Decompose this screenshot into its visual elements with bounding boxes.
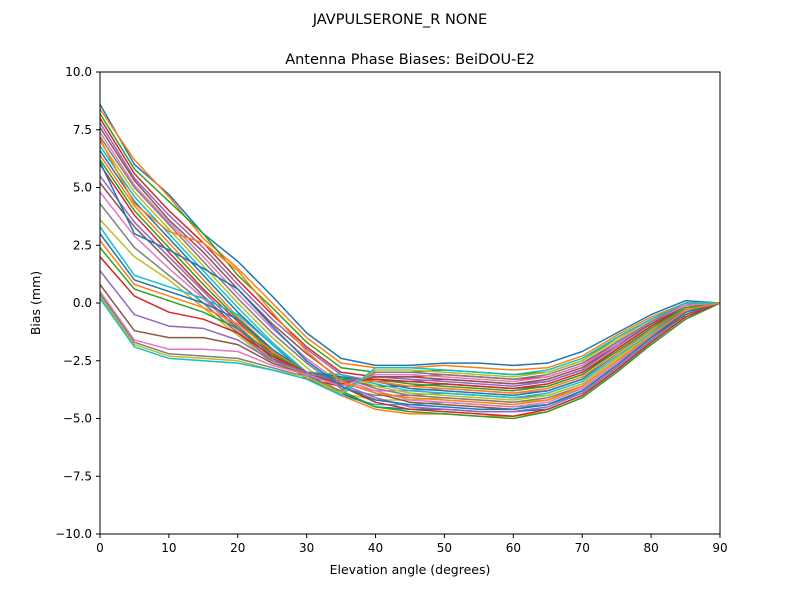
series-line: [100, 163, 720, 417]
series-line: [100, 293, 720, 392]
x-tick-label: 50: [437, 541, 452, 555]
series-line: [100, 138, 720, 406]
series-line: [100, 297, 720, 397]
series-line: [100, 290, 720, 387]
x-tick-label: 30: [299, 541, 314, 555]
y-tick-label: 2.5: [73, 238, 92, 252]
x-tick-label: 80: [643, 541, 658, 555]
x-tick-label: 40: [368, 541, 383, 555]
series-line: [100, 175, 720, 413]
y-tick-label: −10.0: [55, 527, 92, 541]
series-line: [100, 103, 720, 367]
y-tick-label: −7.5: [63, 469, 92, 483]
series-line: [100, 161, 720, 411]
y-tick-label: −5.0: [63, 412, 92, 426]
series-layer: [100, 103, 720, 420]
series-line: [100, 159, 720, 420]
y-tick-label: 10.0: [65, 65, 92, 79]
plot-frame: [99, 71, 721, 535]
y-tick-label: 5.0: [73, 181, 92, 195]
series-line: [100, 226, 720, 399]
x-tick-label: 10: [161, 541, 176, 555]
y-tick-label: 7.5: [73, 123, 92, 137]
y-tick-label: −2.5: [63, 354, 92, 368]
x-tick-label: 70: [575, 541, 590, 555]
y-tick-label: 0.0: [73, 296, 92, 310]
chart-title: Antenna Phase Biases: BeiDOU-E2: [285, 52, 535, 68]
x-tick-label: 90: [712, 541, 727, 555]
chart-suptitle: JAVPULSERONE_R NONE: [312, 12, 487, 28]
x-axis-ticks: 0 10 20 30 40 50 60 70 80 90: [96, 534, 728, 555]
series-line: [100, 270, 720, 387]
x-tick-label: 0: [96, 541, 104, 555]
x-axis-label: Elevation angle (degrees): [330, 562, 491, 577]
x-tick-label: 20: [230, 541, 245, 555]
series-line: [100, 233, 720, 397]
series-line: [100, 295, 720, 394]
x-tick-label: 60: [506, 541, 521, 555]
series-line: [100, 256, 720, 390]
y-axis-ticks: −10.0 −7.5 −5.0 −2.5 0.0 2.5 5.0 7.5 10.0: [55, 65, 100, 541]
series-line: [100, 247, 720, 392]
series-line: [100, 240, 720, 394]
y-axis-label: Bias (mm): [28, 271, 43, 335]
